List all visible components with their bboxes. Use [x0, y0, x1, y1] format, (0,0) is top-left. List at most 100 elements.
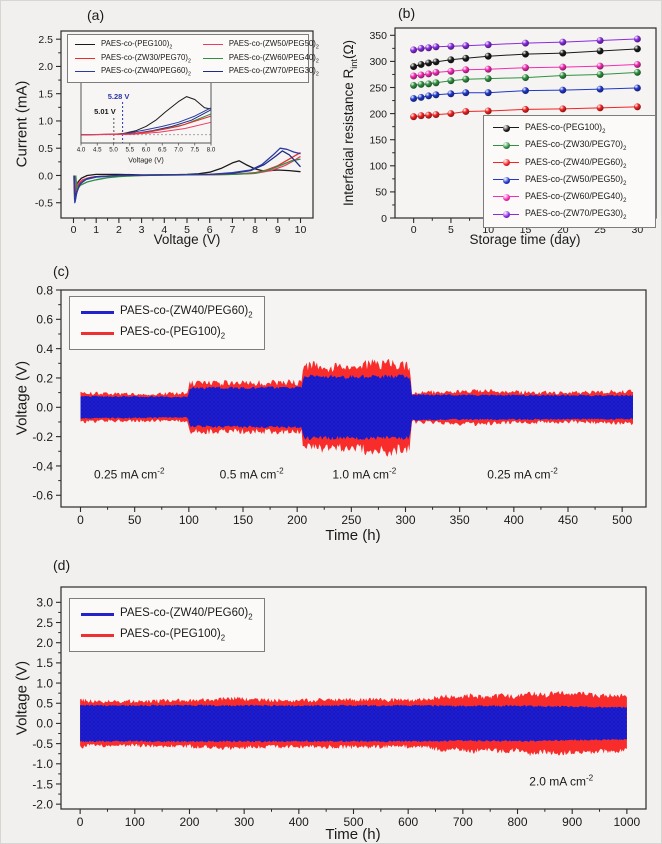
series-markers-0: [410, 45, 641, 71]
legend-swatch: [202, 71, 223, 73]
svg-text:3: 3: [139, 224, 145, 236]
svg-text:4: 4: [161, 224, 167, 236]
legend-label: PAES-co-(ZW60/PEG40)2: [525, 191, 627, 204]
panel-c-legend: PAES-co-(ZW40/PEG60)2 PAES-co-(PEG100)2: [69, 296, 265, 350]
svg-text:200: 200: [287, 513, 307, 527]
svg-text:2.0: 2.0: [36, 636, 53, 650]
legend-swatch: [81, 612, 114, 616]
legend-item: PAES-co-(ZW50/PEG50)2: [202, 39, 319, 51]
panel-b-legend: PAES-co-(PEG100)2 PAES-co-(ZW30/PEG70)2 PA…: [483, 115, 656, 228]
svg-text:450: 450: [558, 513, 578, 527]
legend-swatch: [493, 158, 519, 167]
svg-text:600: 600: [398, 815, 418, 829]
legend-swatch: [75, 57, 95, 59]
series-markers-5: [410, 35, 641, 54]
svg-text:800: 800: [508, 815, 528, 829]
legend-label: PAES-co-(ZW40/PEG60)2: [525, 156, 627, 170]
legend-swatch: [81, 633, 114, 637]
legend-label: PAES-co-(PEG100)2: [101, 39, 173, 51]
svg-text:2.5: 2.5: [36, 616, 53, 630]
legend-swatch: [202, 44, 223, 46]
legend-label: PAES-co-(ZW40/PEG60)2: [101, 66, 191, 78]
svg-text:6.0: 6.0: [142, 147, 151, 154]
svg-text:500: 500: [612, 513, 632, 527]
legend-label: PAES-co-(PEG100)2: [120, 628, 226, 643]
svg-text:200: 200: [369, 108, 387, 120]
svg-text:0.5: 0.5: [38, 143, 53, 155]
svg-text:300: 300: [395, 513, 415, 527]
inset-annotation: 5.28 V: [108, 92, 130, 101]
legend-item: PAES-co-(ZW40/PEG60)2: [75, 66, 191, 78]
svg-text:900: 900: [562, 815, 582, 829]
svg-text:400: 400: [504, 513, 524, 527]
panel-d-yaxis-title: Voltage (V): [13, 660, 31, 736]
panel-d-legend: PAES-co-(ZW40/PEG60)2 PAES-co-(PEG100)2: [69, 598, 265, 652]
svg-text:4.0: 4.0: [77, 147, 86, 154]
svg-text:-0.6: -0.6: [32, 489, 53, 503]
legend-item: PAES-co-(ZW40/PEG60)2: [493, 156, 646, 170]
svg-text:200: 200: [179, 815, 199, 829]
series-ZW40-PEG60: [73, 147, 301, 204]
svg-text:0.0: 0.0: [38, 170, 53, 182]
svg-text:7.0: 7.0: [174, 147, 183, 154]
panel-a-xaxis-title: Voltage (V): [153, 232, 221, 247]
legend-item: PAES-co-(ZW60/PEG40)2: [493, 191, 646, 204]
svg-text:-0.5: -0.5: [35, 198, 53, 210]
svg-text:8: 8: [252, 224, 258, 236]
legend-swatch: [81, 310, 114, 314]
legend-label: PAES-co-(ZW60/PEG40)2: [228, 52, 319, 65]
svg-text:7: 7: [229, 224, 235, 236]
legend-swatch: [493, 124, 519, 133]
legend-item: PAES-co-(PEG100)2: [75, 39, 191, 51]
svg-text:7.5: 7.5: [190, 147, 199, 154]
svg-text:0: 0: [77, 513, 84, 527]
inset-annotation: 5.01 V: [94, 107, 116, 116]
svg-text:1000: 1000: [614, 815, 641, 829]
svg-text:0: 0: [77, 815, 84, 829]
svg-text:250: 250: [341, 513, 361, 527]
legend-swatch: [493, 176, 519, 185]
svg-text:100: 100: [125, 815, 145, 829]
panel-c-yaxis-title: Voltage (V): [13, 360, 31, 436]
panel-d-xaxis-title: Time (h): [325, 826, 381, 843]
legend-item: PAES-co-(ZW70/PEG30)2: [493, 208, 646, 221]
panel-a-inset: 5.28 V 5.01 V 4.0 4.5 5.0 5.5 6.0 6.5 7.0 7.5 8.0 V…: [77, 79, 216, 165]
svg-text:1.5: 1.5: [36, 656, 53, 670]
svg-text:400: 400: [289, 815, 309, 829]
band-ZW40-PEG60: [80, 374, 633, 441]
svg-text:1.5: 1.5: [38, 88, 53, 100]
svg-text:1: 1: [93, 224, 99, 236]
legend-label: PAES-co-(ZW40/PEG60)2: [120, 305, 253, 320]
legend-swatch: [493, 210, 519, 219]
svg-text:500: 500: [343, 815, 363, 829]
svg-text:150: 150: [369, 134, 387, 146]
inset-series-ZW50-PEG50: [80, 121, 212, 136]
svg-text:5.5: 5.5: [125, 147, 134, 154]
svg-text:0.0: 0.0: [36, 401, 53, 415]
current-density-label: 0.25 mA cm-2: [487, 466, 558, 482]
current-density-label: 2.0 mA cm-2: [529, 773, 594, 789]
current-density-label: 0.5 mA cm-2: [219, 466, 284, 482]
legend-item: PAES-co-(ZW70/PEG30)2: [202, 66, 319, 78]
svg-text:5.0: 5.0: [109, 147, 118, 154]
legend-swatch: [75, 44, 95, 46]
svg-text:-0.5: -0.5: [32, 737, 53, 751]
svg-text:10: 10: [295, 224, 307, 236]
svg-text:9: 9: [275, 224, 281, 236]
svg-text:-2.0: -2.0: [32, 797, 53, 811]
svg-text:-0.2: -0.2: [32, 430, 53, 444]
legend-item: PAES-co-(ZW60/PEG40)2: [202, 52, 319, 65]
svg-text:6: 6: [207, 224, 213, 236]
svg-text:10: 10: [482, 224, 494, 236]
svg-text:100: 100: [369, 161, 387, 173]
svg-text:300: 300: [234, 815, 254, 829]
svg-text:0.5: 0.5: [36, 697, 53, 711]
legend-item: PAES-co-(PEG100)2: [493, 122, 646, 135]
svg-text:2: 2: [116, 224, 122, 236]
legend-swatch: [202, 57, 223, 59]
svg-text:50: 50: [128, 513, 142, 527]
legend-swatch: [81, 331, 114, 335]
svg-text:1.0: 1.0: [38, 116, 53, 128]
svg-text:700: 700: [453, 815, 473, 829]
